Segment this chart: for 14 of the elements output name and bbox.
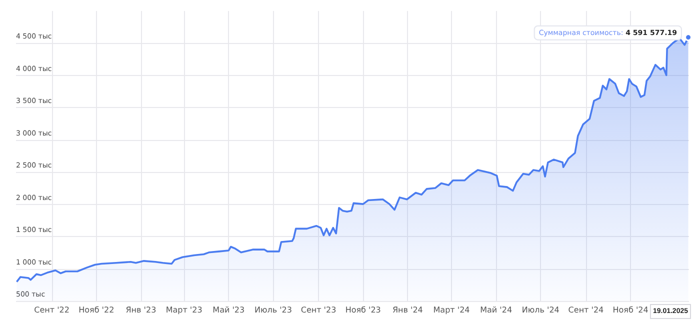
x-tick-label: Нояб '24	[612, 306, 648, 314]
x-tick-label: Янв '24	[392, 306, 423, 314]
x-tick-label: Май '24	[480, 306, 512, 314]
x-tick-label: Сент '24	[568, 306, 604, 314]
x-tick-label: Янв '23	[126, 306, 156, 314]
x-tick-label: Март '23	[166, 306, 202, 314]
x-tick-label: Март '24	[433, 306, 470, 314]
x-tick-label: Июль '23	[254, 306, 292, 314]
x-tick-label: Нояб '23	[345, 306, 381, 314]
x-tick-label: Май '23	[212, 306, 245, 314]
x-tick-label: Нояб '22	[78, 306, 114, 314]
x-tick-label: Сент '22	[34, 306, 70, 314]
x-tick-label: Июль '24	[522, 306, 560, 314]
x-tick-label: Сент '23	[300, 306, 336, 314]
